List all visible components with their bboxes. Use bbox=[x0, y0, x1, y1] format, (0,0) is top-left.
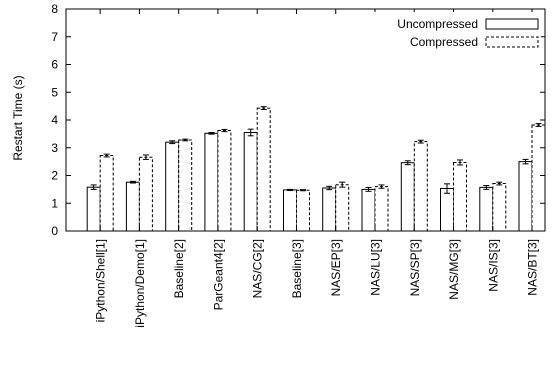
compressed-error-bar bbox=[260, 106, 267, 110]
compressed-bar bbox=[296, 189, 310, 232]
y-tick-label: 3 bbox=[51, 141, 58, 155]
uncompressed-bar bbox=[479, 186, 494, 232]
y-tick-label: 4 bbox=[51, 113, 58, 127]
x-category-label: NAS/IS[3] bbox=[486, 239, 500, 292]
bars-layer bbox=[86, 107, 546, 232]
y-tick-label: 0 bbox=[51, 224, 58, 238]
compressed-bar bbox=[531, 124, 546, 232]
compressed-bar bbox=[335, 184, 350, 232]
uncompressed-bar bbox=[440, 188, 454, 232]
compressed-error-bar bbox=[299, 189, 306, 192]
y-tick-label: 8 bbox=[51, 2, 58, 16]
compressed-error-bar bbox=[535, 123, 542, 127]
uncompressed-bar bbox=[283, 189, 297, 232]
uncompressed-bar bbox=[204, 132, 219, 232]
x-axis-ticks: iPython/Shell[1] iPython/Demo[1] Baseline[… bbox=[94, 9, 540, 328]
compressed-bar bbox=[178, 139, 193, 232]
y-tick-label: 2 bbox=[51, 169, 58, 183]
compressed-bar bbox=[256, 107, 271, 232]
compressed-bar bbox=[99, 155, 114, 232]
compressed-error-bar bbox=[339, 181, 346, 188]
compressed-bar bbox=[217, 130, 232, 232]
uncompressed-bar bbox=[243, 132, 258, 232]
uncompressed-error-bar bbox=[326, 185, 333, 191]
uncompressed-error-bar bbox=[522, 158, 529, 165]
uncompressed-bar bbox=[125, 181, 140, 232]
compressed-error-bar bbox=[103, 153, 110, 158]
compressed-error-bar bbox=[221, 128, 228, 133]
y-tick-label: 5 bbox=[51, 85, 58, 99]
legend-label: Uncompressed bbox=[397, 17, 478, 31]
uncompressed-bar bbox=[400, 162, 415, 232]
compressed-error-bar bbox=[182, 138, 189, 142]
compressed-bar bbox=[374, 186, 389, 232]
y-axis-ticks: 0 1 2 3 4 5 6 7 8 bbox=[51, 2, 545, 238]
error-bars-layer bbox=[90, 106, 542, 194]
y-tick-label: 7 bbox=[51, 30, 58, 44]
uncompressed-error-bar bbox=[483, 184, 490, 190]
compressed-bar bbox=[492, 183, 507, 232]
legend: Uncompressed Compressed bbox=[357, 12, 541, 50]
compressed-error-bar bbox=[142, 154, 149, 160]
y-axis-title: Restart Time (s) bbox=[11, 75, 25, 160]
legend-swatch bbox=[485, 36, 539, 48]
compressed-error-bar bbox=[496, 181, 503, 186]
uncompressed-bar bbox=[518, 161, 533, 232]
x-category-label: NAS/EP[3] bbox=[329, 239, 343, 296]
uncompressed-bar bbox=[361, 188, 376, 232]
x-category-label: iPython/Demo[1] bbox=[133, 239, 147, 328]
y-tick-label: 1 bbox=[51, 196, 58, 210]
compressed-bar bbox=[413, 141, 428, 232]
compressed-error-bar bbox=[457, 159, 464, 166]
legend-swatch bbox=[485, 18, 539, 30]
compressed-bar bbox=[453, 162, 467, 232]
compressed-error-bar bbox=[378, 184, 385, 189]
x-category-label: NAS/CG[2] bbox=[251, 239, 265, 298]
x-category-label: NAS/LU[3] bbox=[369, 239, 383, 296]
uncompressed-bar bbox=[322, 187, 337, 232]
uncompressed-error-bar bbox=[129, 180, 136, 184]
x-category-label: ParGeant4[2] bbox=[211, 239, 225, 310]
compressed-bar bbox=[138, 156, 153, 232]
x-category-label: NAS/BT[3] bbox=[526, 239, 540, 296]
uncompressed-error-bar bbox=[404, 160, 411, 166]
legend-label: Compressed bbox=[410, 35, 478, 49]
uncompressed-error-bar bbox=[286, 188, 293, 191]
uncompressed-error-bar bbox=[169, 140, 176, 145]
x-category-label: iPython/Shell[1] bbox=[94, 239, 108, 322]
x-category-label: NAS/SP[3] bbox=[408, 239, 422, 296]
y-tick-label: 6 bbox=[51, 58, 58, 72]
x-category-label: NAS/MG[3] bbox=[447, 239, 461, 300]
x-category-label: Baseline[2] bbox=[172, 239, 186, 298]
uncompressed-error-bar bbox=[247, 128, 254, 137]
compressed-error-bar bbox=[417, 139, 424, 144]
uncompressed-error-bar bbox=[444, 183, 451, 194]
uncompressed-bar bbox=[86, 186, 101, 232]
x-category-label: Baseline[3] bbox=[290, 239, 304, 298]
uncompressed-error-bar bbox=[365, 186, 372, 192]
uncompressed-bar bbox=[165, 141, 180, 232]
uncompressed-error-bar bbox=[208, 131, 215, 135]
uncompressed-error-bar bbox=[90, 184, 97, 190]
